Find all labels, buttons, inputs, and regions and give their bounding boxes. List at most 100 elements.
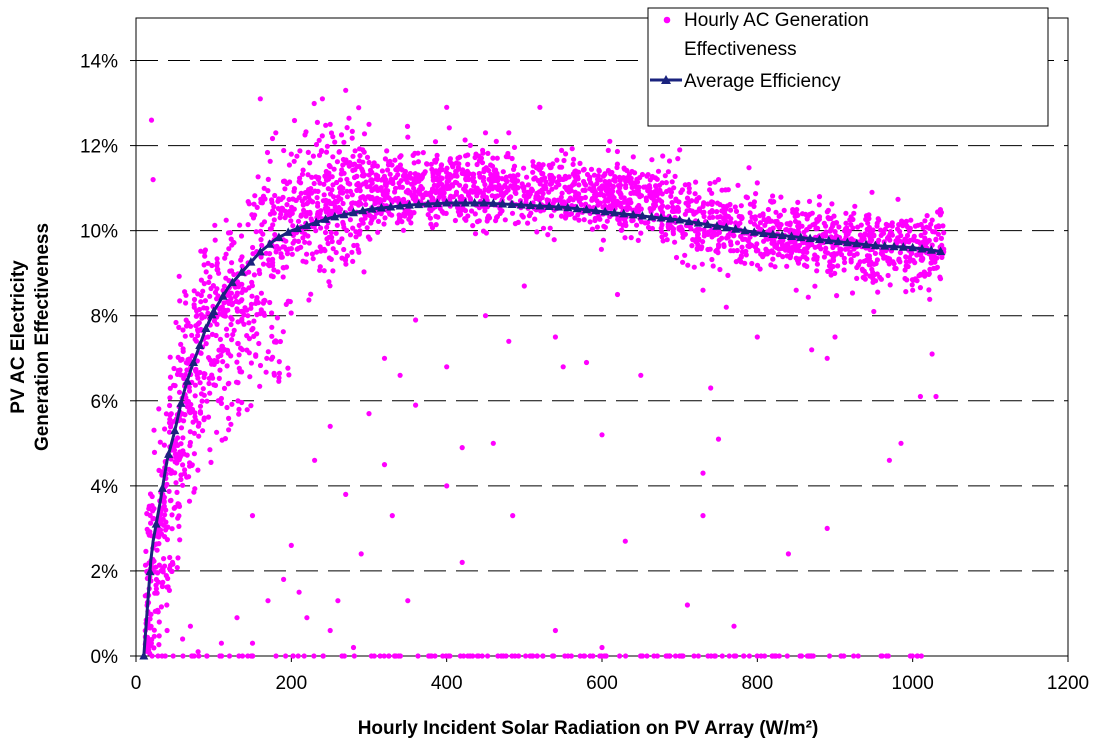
scatter-point [300, 202, 306, 208]
scatter-point [190, 419, 196, 425]
average-efficiency-marker [582, 204, 591, 214]
scatter-point [498, 190, 505, 196]
scatter-point [856, 262, 862, 268]
scatter-point [239, 297, 245, 303]
scatter-point [638, 230, 644, 236]
scatter-point [904, 232, 911, 239]
scatter-point [236, 653, 242, 659]
scatter-point [662, 173, 668, 179]
scatter-point [239, 347, 245, 353]
scatter-point [634, 204, 641, 210]
scatter-point [195, 321, 201, 327]
scatter-point [382, 215, 388, 221]
scatter-point [502, 217, 508, 223]
scatter-point [700, 470, 706, 476]
scatter-point [400, 173, 406, 179]
scatter-point [172, 438, 178, 444]
scatter-point [701, 209, 707, 215]
scatter-point [392, 157, 398, 163]
scatter-point [347, 217, 353, 223]
scatter-point [157, 527, 164, 533]
scatter-point [321, 192, 327, 198]
scatter-point [926, 287, 932, 293]
scatter-point [670, 231, 677, 237]
scatter-point [178, 341, 184, 347]
scatter-point [415, 159, 421, 165]
scatter-point [219, 343, 225, 349]
scatter-point [592, 192, 598, 198]
scatter-point [306, 297, 312, 303]
scatter-point [684, 602, 691, 608]
scatter-point [229, 302, 235, 308]
scatter-point [295, 653, 301, 659]
scatter-point [168, 424, 174, 430]
scatter-point [814, 218, 821, 224]
scatter-point [240, 308, 246, 314]
scatter-point [554, 157, 560, 163]
average-efficiency-marker [442, 198, 452, 207]
scatter-point [707, 180, 713, 187]
scatter-point [174, 460, 180, 466]
scatter-point [735, 182, 741, 188]
scatter-point [630, 154, 636, 160]
scatter-point [737, 220, 743, 226]
scatter-point [626, 205, 633, 211]
scatter-point [664, 237, 670, 243]
scatter-point [167, 395, 173, 401]
scatter-point [631, 190, 637, 196]
scatter-point [558, 194, 564, 200]
scatter-point [165, 524, 171, 530]
scatter-point [583, 201, 589, 207]
scatter-point [314, 249, 320, 255]
scatter-point [269, 135, 276, 142]
scatter-point [530, 653, 536, 659]
scatter-point [934, 264, 941, 270]
scatter-point [680, 653, 686, 659]
scatter-point [745, 243, 751, 249]
scatter-point [489, 177, 496, 183]
scatter-point [771, 199, 777, 205]
scatter-point [271, 267, 277, 273]
scatter-point [584, 171, 591, 178]
scatter-point [656, 197, 663, 203]
scatter-point [177, 298, 183, 304]
scatter-point [318, 149, 324, 155]
scatter-point [148, 117, 155, 123]
scatter-point [695, 232, 701, 238]
y-tick-label: 14% [80, 52, 118, 73]
scatter-point [824, 525, 830, 532]
scatter-point [334, 198, 340, 205]
scatter-point [710, 214, 716, 220]
scatter-point [294, 246, 300, 252]
scatter-point [330, 154, 336, 160]
scatter-point [679, 187, 686, 193]
scatter-point [327, 121, 333, 127]
legend-label-hourly-line-2: Effectiveness [684, 39, 797, 60]
scatter-point [176, 324, 182, 330]
scatter-point [591, 187, 597, 193]
scatter-point [698, 246, 704, 252]
scatter-point [371, 653, 377, 659]
scatter-point [549, 186, 555, 192]
scatter-point [620, 222, 626, 228]
average-efficiency-marker [526, 200, 535, 209]
scatter-point [182, 333, 188, 339]
scatter-point [938, 209, 945, 216]
scatter-point [665, 224, 671, 230]
scatter-point [582, 187, 588, 193]
scatter-point [416, 190, 422, 196]
scatter-point [335, 598, 341, 604]
scatter-point [760, 254, 766, 260]
scatter-point [176, 389, 183, 395]
x-tick-label: 200 [275, 673, 307, 694]
scatter-point [929, 217, 935, 223]
scatter-point [180, 653, 186, 659]
scatter-point [259, 242, 265, 248]
scatter-point [315, 200, 321, 206]
scatter-point [918, 232, 924, 238]
scatter-point [438, 162, 445, 168]
scatter-point [665, 169, 672, 175]
average-efficiency-marker [302, 220, 312, 230]
scatter-point [231, 327, 237, 333]
scatter-point [151, 645, 157, 651]
